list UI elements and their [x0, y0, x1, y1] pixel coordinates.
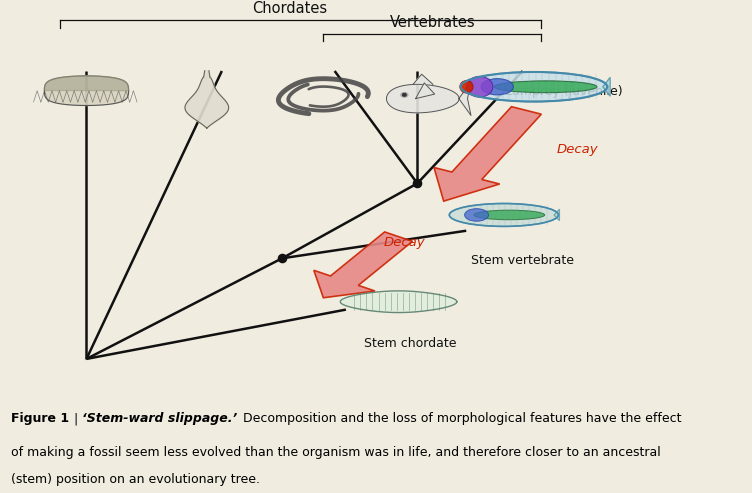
Ellipse shape — [460, 72, 608, 102]
Ellipse shape — [494, 81, 597, 93]
Text: |: | — [74, 412, 78, 425]
Text: Decay: Decay — [384, 236, 425, 249]
Text: Decay: Decay — [556, 143, 598, 156]
Point — [411, 179, 423, 187]
Text: Vertebrates: Vertebrates — [390, 15, 475, 30]
Ellipse shape — [481, 78, 514, 95]
Polygon shape — [459, 82, 471, 115]
Polygon shape — [185, 73, 229, 128]
Ellipse shape — [466, 76, 493, 97]
Polygon shape — [603, 77, 610, 96]
Text: (stem) position on an evolutionary tree.: (stem) position on an evolutionary tree. — [11, 473, 260, 486]
Ellipse shape — [465, 209, 489, 221]
Polygon shape — [416, 83, 435, 99]
Polygon shape — [44, 76, 129, 91]
Text: of making a fossil seem less evolved than the organism was in life, and therefor: of making a fossil seem less evolved tha… — [11, 446, 661, 458]
Ellipse shape — [402, 94, 406, 96]
Polygon shape — [387, 84, 459, 113]
Text: ‘Stem-ward slippage.’: ‘Stem-ward slippage.’ — [82, 412, 237, 425]
Ellipse shape — [450, 204, 558, 226]
Polygon shape — [341, 291, 457, 313]
Polygon shape — [413, 74, 433, 84]
Text: Lamprey (juvenile): Lamprey (juvenile) — [505, 85, 623, 98]
Polygon shape — [434, 106, 541, 201]
Text: Chordates: Chordates — [252, 1, 327, 16]
Polygon shape — [554, 209, 559, 221]
Text: Stem chordate: Stem chordate — [363, 337, 456, 350]
Polygon shape — [204, 71, 210, 77]
Ellipse shape — [401, 93, 408, 97]
Ellipse shape — [474, 210, 544, 220]
Ellipse shape — [460, 80, 473, 93]
Polygon shape — [314, 232, 412, 298]
Polygon shape — [44, 76, 129, 106]
Text: Figure 1: Figure 1 — [11, 412, 69, 425]
Point — [276, 254, 288, 262]
Text: Decomposition and the loss of morphological features have the effect: Decomposition and the loss of morphologi… — [235, 412, 681, 425]
Text: Stem vertebrate: Stem vertebrate — [472, 254, 574, 267]
